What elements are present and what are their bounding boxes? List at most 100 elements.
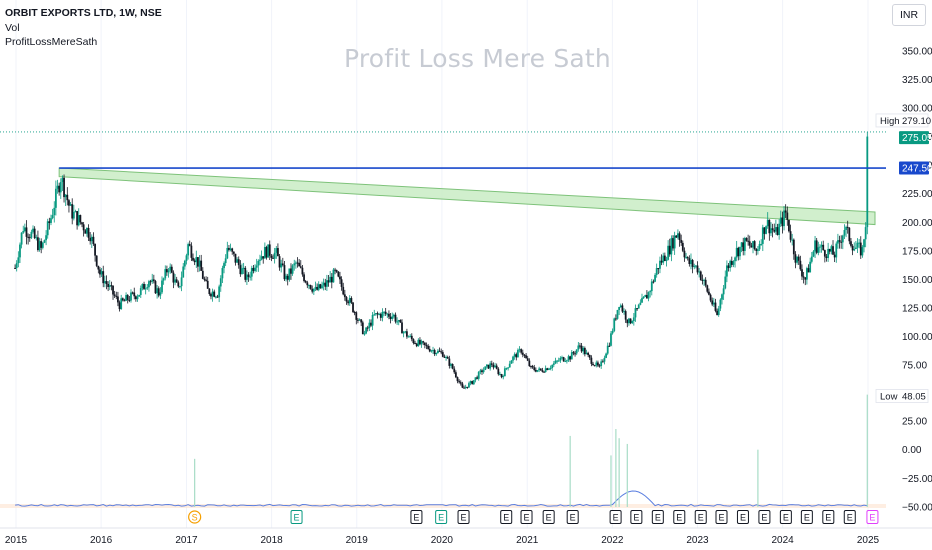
candle-body bbox=[722, 288, 725, 295]
earnings-marker[interactable]: E bbox=[822, 510, 835, 524]
candle-body bbox=[639, 302, 642, 305]
candle-body bbox=[548, 368, 550, 370]
candle-body bbox=[126, 295, 129, 300]
candle-body bbox=[200, 260, 203, 271]
earnings-marker[interactable]: E bbox=[542, 510, 555, 524]
candle-body bbox=[677, 233, 679, 238]
candle-body bbox=[748, 241, 751, 246]
candle-body bbox=[185, 255, 188, 261]
candle-body bbox=[244, 267, 247, 280]
candle-body bbox=[561, 357, 563, 359]
candle-body bbox=[113, 294, 116, 296]
earnings-marker[interactable]: E bbox=[758, 510, 771, 524]
custom-indicator-label[interactable]: ProfitLossMereSath bbox=[5, 36, 98, 48]
currency-selector[interactable]: INR bbox=[892, 4, 926, 26]
earnings-marker[interactable]: E bbox=[779, 510, 792, 524]
earnings-marker[interactable]: E bbox=[800, 510, 813, 524]
earnings-marker[interactable]: E bbox=[736, 510, 749, 524]
split-marker[interactable]: S bbox=[188, 510, 202, 524]
candlestick-series bbox=[14, 132, 869, 390]
candle-body bbox=[623, 311, 625, 313]
candle-body bbox=[368, 322, 371, 328]
candle-body bbox=[306, 282, 309, 286]
candle-body bbox=[54, 188, 57, 208]
candle-body bbox=[719, 299, 722, 309]
candle-body bbox=[747, 240, 750, 242]
candle-body bbox=[156, 288, 159, 294]
candle-body bbox=[588, 355, 591, 358]
candle-body bbox=[691, 259, 694, 267]
candle-body bbox=[525, 355, 527, 359]
candle-body bbox=[456, 377, 459, 382]
candle-body bbox=[89, 237, 92, 242]
earnings-marker[interactable]: E bbox=[435, 510, 448, 524]
symbol-title[interactable]: ORBIT EXPORTS LTD, 1W, NSE bbox=[5, 7, 162, 19]
candle-body bbox=[118, 302, 121, 310]
earnings-marker[interactable]: E bbox=[651, 510, 664, 524]
earnings-marker[interactable]: E bbox=[609, 510, 622, 524]
marker-letter: E bbox=[676, 513, 682, 523]
candle-body bbox=[211, 291, 214, 297]
candle-body bbox=[463, 387, 465, 389]
earnings-marker[interactable]: E bbox=[566, 510, 579, 524]
candle-body bbox=[740, 242, 743, 247]
earnings-marker[interactable]: E bbox=[520, 510, 533, 524]
candle-body bbox=[198, 260, 201, 267]
candle-body bbox=[389, 316, 392, 319]
time-tick-label: 2024 bbox=[772, 535, 795, 546]
candle-body bbox=[757, 249, 759, 251]
earnings-marker[interactable]: E bbox=[630, 510, 643, 524]
candle-body bbox=[190, 245, 193, 258]
candle-body bbox=[616, 309, 619, 319]
candle-body bbox=[734, 257, 736, 262]
candle-body bbox=[97, 265, 100, 270]
candle-body bbox=[259, 259, 261, 261]
earnings-marker[interactable]: E bbox=[673, 510, 686, 524]
volume-indicator-label[interactable]: Vol bbox=[5, 21, 20, 34]
candle-body bbox=[737, 247, 740, 257]
earnings-marker[interactable]: E bbox=[694, 510, 707, 524]
earnings-marker[interactable]: E bbox=[866, 510, 879, 524]
earnings-marker[interactable]: E bbox=[457, 510, 470, 524]
candle-body bbox=[564, 361, 567, 363]
candle-body bbox=[388, 313, 390, 317]
earnings-marker[interactable]: E bbox=[843, 510, 856, 524]
candle-body bbox=[394, 314, 397, 322]
candle-body bbox=[709, 294, 712, 301]
candle-body bbox=[133, 292, 136, 297]
candle-body bbox=[714, 302, 717, 311]
candle-body bbox=[23, 227, 26, 231]
candle-body bbox=[327, 280, 330, 283]
candle-body bbox=[861, 247, 864, 256]
candle-body bbox=[851, 245, 854, 251]
candle-body bbox=[324, 282, 327, 287]
candle-body bbox=[485, 364, 488, 367]
candle-body bbox=[151, 279, 154, 282]
candle-body bbox=[543, 371, 545, 373]
candle-body bbox=[508, 363, 511, 368]
time-axis[interactable]: 2015 2016 2017 2018 2019 2020 2021 2022 2023 2024… bbox=[0, 527, 932, 546]
marker-letter: E bbox=[613, 513, 619, 523]
earnings-marker[interactable]: E bbox=[410, 510, 423, 524]
candle-body bbox=[517, 349, 519, 358]
candle-body bbox=[152, 279, 155, 282]
candle-body bbox=[138, 294, 141, 297]
earnings-marker[interactable]: E bbox=[290, 510, 303, 524]
candle-body bbox=[662, 255, 665, 263]
candle-body bbox=[278, 256, 281, 268]
candle-body bbox=[208, 288, 211, 295]
last-price-badge-bg bbox=[899, 131, 929, 145]
candle-body bbox=[321, 285, 323, 289]
earnings-marker[interactable]: E bbox=[500, 510, 513, 524]
candle-body bbox=[381, 312, 384, 318]
candle-body bbox=[262, 256, 265, 259]
resistance-channel[interactable] bbox=[58, 167, 876, 226]
candle-body bbox=[451, 364, 454, 369]
candle-body bbox=[69, 204, 72, 206]
candle-body bbox=[22, 230, 25, 233]
candle-body bbox=[378, 314, 381, 316]
candle-body bbox=[195, 257, 198, 263]
earnings-marker[interactable]: E bbox=[715, 510, 728, 524]
